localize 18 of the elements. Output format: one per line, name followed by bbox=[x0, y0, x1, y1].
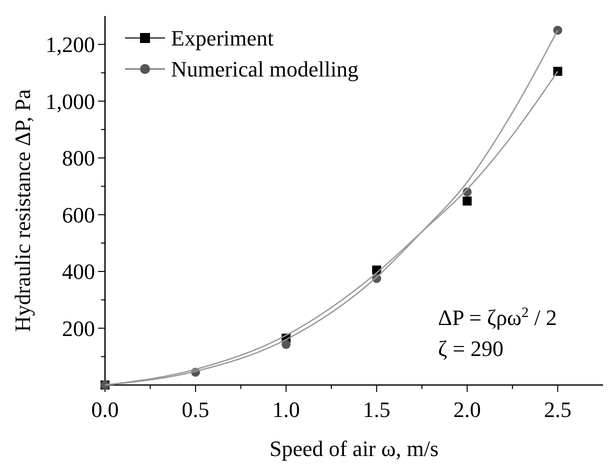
x-tick-label: 2.5 bbox=[544, 397, 572, 422]
legend-label: Numerical modelling bbox=[171, 56, 359, 82]
y-tick-label: 1,200 bbox=[46, 32, 95, 58]
x-tick-label: 2.0 bbox=[453, 397, 481, 422]
x-axis-title: Speed of air ω, m/s bbox=[269, 436, 439, 461]
x-tick-label: 1.5 bbox=[362, 397, 390, 422]
legend-label: Experiment bbox=[171, 26, 274, 51]
annotation: ΔP = ζρω$^{2}$ / 2 bbox=[438, 305, 557, 330]
x-tick-label: 0.5 bbox=[182, 397, 210, 422]
y-tick-label: 800 bbox=[62, 146, 95, 171]
x-tick-label: 1.0 bbox=[272, 397, 300, 422]
y-tick-label: 600 bbox=[62, 202, 95, 228]
y-tick-label: 1,000 bbox=[46, 88, 95, 114]
annotation: ζ = 290 bbox=[438, 336, 504, 361]
y-tick-label: 400 bbox=[62, 259, 95, 284]
x-tick-label: 0.0 bbox=[91, 397, 119, 422]
y-tick-label: 200 bbox=[62, 316, 95, 341]
y-axis-title: Hydraulic resistance ΔP, Pa bbox=[10, 88, 35, 332]
